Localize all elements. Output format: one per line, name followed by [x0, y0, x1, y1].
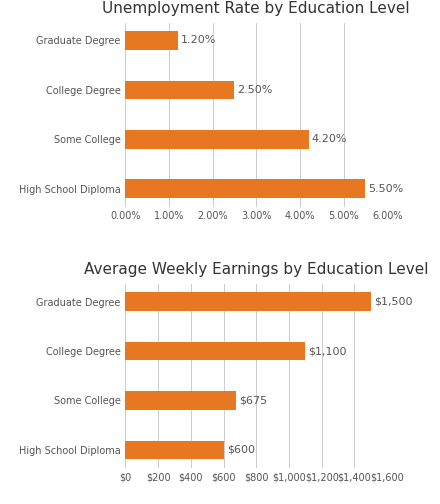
Bar	[125, 342, 305, 360]
Bar	[125, 391, 236, 410]
Bar	[125, 31, 178, 50]
Bar	[125, 292, 371, 311]
Text: 2.50%: 2.50%	[238, 85, 273, 95]
Text: $675: $675	[239, 396, 267, 406]
Title: Average Weekly Earnings by Education Level: Average Weekly Earnings by Education Lev…	[84, 262, 429, 277]
Bar	[125, 81, 235, 99]
Bar	[125, 179, 365, 198]
Text: $600: $600	[227, 445, 255, 455]
Text: 4.20%: 4.20%	[312, 135, 347, 144]
Bar	[125, 130, 308, 149]
Text: $1,100: $1,100	[308, 346, 347, 356]
Title: Unemployment Rate by Education Level: Unemployment Rate by Education Level	[103, 1, 410, 16]
Text: 5.50%: 5.50%	[369, 184, 404, 194]
Text: 1.20%: 1.20%	[181, 35, 216, 45]
Bar	[125, 440, 224, 459]
Text: $1,500: $1,500	[374, 296, 412, 306]
